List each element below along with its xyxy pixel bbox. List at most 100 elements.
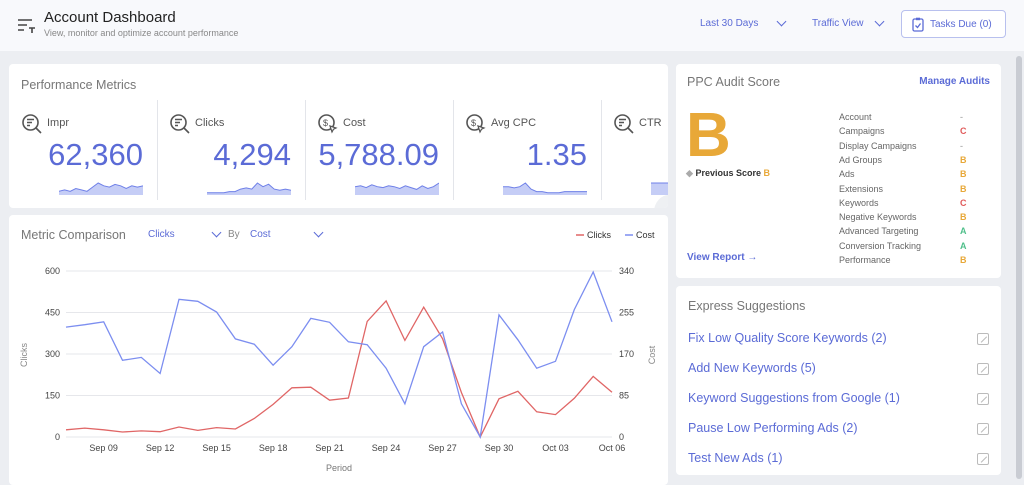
- audit-category: Performance: [839, 255, 891, 265]
- menu-filter-icon[interactable]: [17, 17, 35, 33]
- audit-row[interactable]: Conversion Tracking A: [839, 241, 989, 251]
- x-tick-label: Sep 27: [428, 443, 457, 453]
- audit-category: Advanced Targeting: [839, 226, 919, 237]
- audit-category: Negative Keywords: [839, 212, 917, 223]
- by-metric-dropdown[interactable]: Cost: [250, 229, 271, 240]
- x-tick-label: Oct 03: [542, 443, 569, 453]
- metric-value: 1.35: [526, 137, 587, 172]
- open-external-icon[interactable]: [977, 363, 989, 375]
- y-tick-label: 150: [45, 391, 60, 401]
- sparkline: [651, 182, 668, 195]
- open-external-icon[interactable]: [977, 393, 989, 405]
- suggestion-link[interactable]: Test New Ads (1): [688, 451, 783, 465]
- metric-label: Impr: [47, 117, 69, 129]
- metric-tile[interactable]: $ Cost 5,788.09: [305, 99, 453, 201]
- card-title: Metric Comparison: [21, 228, 126, 242]
- tasks-due-button[interactable]: Tasks Due (0): [901, 10, 1006, 38]
- previous-score: ◆ Previous Score B: [686, 168, 770, 179]
- audit-row[interactable]: Extensions B: [839, 184, 989, 194]
- metric-dropdown[interactable]: Clicks: [148, 229, 175, 240]
- divider: [601, 100, 602, 200]
- audit-row[interactable]: Performance B: [839, 255, 989, 265]
- audit-grade: A: [960, 226, 967, 237]
- suggestion-link[interactable]: Keyword Suggestions from Google (1): [688, 391, 900, 405]
- metric-value: 62,360: [48, 137, 143, 172]
- series-line-clicks: [65, 299, 613, 439]
- suggestion-link[interactable]: Fix Low Quality Score Keywords (2): [688, 331, 887, 345]
- audit-grade: C: [960, 197, 967, 208]
- performance-metrics-card: Performance Metrics Impr 62,360 Clicks 4…: [9, 64, 668, 208]
- card-title: Performance Metrics: [21, 78, 137, 92]
- audit-row[interactable]: Campaigns C: [839, 126, 989, 136]
- x-tick-label: Sep 30: [485, 443, 514, 453]
- audit-row[interactable]: Display Campaigns -: [839, 141, 989, 151]
- view-report-link[interactable]: View Report →: [687, 252, 758, 263]
- metric-tile[interactable]: Impr 62,360: [9, 99, 157, 201]
- search-list-icon: [170, 114, 190, 134]
- svg-text:$: $: [323, 118, 328, 128]
- metric-tile[interactable]: Clicks 4,294: [157, 99, 305, 201]
- y2-axis-label: Cost: [647, 345, 657, 364]
- audit-grade: A: [960, 240, 967, 251]
- audit-row[interactable]: Keywords C: [839, 198, 989, 208]
- audit-row[interactable]: Advanced Targeting A: [839, 226, 989, 236]
- open-external-icon[interactable]: [977, 453, 989, 465]
- chevron-down-icon[interactable]: [776, 16, 787, 27]
- y2-tick-label: 340: [619, 266, 634, 276]
- audit-category: Campaigns: [839, 126, 885, 137]
- svg-text:$: $: [471, 118, 476, 128]
- manage-audits-link[interactable]: Manage Audits: [919, 76, 990, 87]
- audit-category: Keywords: [839, 197, 879, 208]
- dollar-cursor-icon: $: [318, 114, 338, 134]
- metric-value: 4,294: [213, 137, 291, 172]
- by-label: By: [228, 229, 240, 240]
- audit-category: Ad Groups: [839, 154, 883, 165]
- ppc-audit-card: PPC Audit Score Manage Audits B ◆ Previo…: [676, 64, 1001, 278]
- express-suggestions-card: Express Suggestions Fix Low Quality Scor…: [676, 286, 1001, 475]
- audit-row[interactable]: Account -: [839, 112, 989, 122]
- open-external-icon[interactable]: [977, 333, 989, 345]
- audit-grade: -: [960, 140, 963, 151]
- view-dropdown[interactable]: Traffic View: [812, 18, 864, 29]
- audit-row[interactable]: Ads B: [839, 169, 989, 179]
- x-tick-label: Sep 09: [89, 443, 118, 453]
- y-tick-label: 300: [45, 349, 60, 359]
- card-title: PPC Audit Score: [687, 75, 781, 89]
- header: Account Dashboard View, monitor and opti…: [0, 0, 1024, 51]
- metric-tile[interactable]: CTR: [601, 99, 668, 201]
- metric-comparison-chart: 0 0 150 85 300 170 450 255 600 340 Sep 09 Sep 12 Sep…: [19, 230, 657, 473]
- scrollbar[interactable]: [1016, 56, 1022, 479]
- date-range-dropdown[interactable]: Last 30 Days: [700, 18, 759, 29]
- y-tick-label: 0: [55, 432, 60, 442]
- audit-row[interactable]: Ad Groups B: [839, 155, 989, 165]
- suggestion-link[interactable]: Pause Low Performing Ads (2): [688, 421, 858, 435]
- diamond-icon: ◆: [686, 168, 693, 178]
- y-tick-label: 600: [45, 266, 60, 276]
- suggestion-link[interactable]: Add New Keywords (5): [688, 361, 816, 375]
- x-axis-label: Period: [326, 463, 352, 473]
- audit-category: Ads: [839, 169, 855, 180]
- y-tick-label: 450: [45, 308, 60, 318]
- audit-grade: -: [960, 112, 963, 122]
- x-tick-label: Sep 21: [315, 443, 344, 453]
- sparkline: [207, 182, 291, 195]
- audit-grade: B: [960, 183, 967, 194]
- audit-grade: C: [960, 126, 967, 137]
- tasks-due-label: Tasks Due (0): [930, 18, 992, 30]
- metric-comparison-card: Metric Comparison Clicks By Cost 0 0 150 85…: [9, 215, 668, 485]
- legend-label: Clicks: [587, 230, 611, 240]
- metric-value: 5,788.09: [318, 137, 439, 172]
- audit-row[interactable]: Negative Keywords B: [839, 212, 989, 222]
- y2-tick-label: 255: [619, 308, 634, 318]
- open-external-icon[interactable]: [977, 423, 989, 435]
- y2-tick-label: 85: [619, 391, 629, 401]
- page-subtitle: View, monitor and optimize account perfo…: [44, 28, 239, 38]
- chevron-down-icon[interactable]: [874, 16, 885, 27]
- divider: [157, 100, 158, 200]
- metric-tile[interactable]: $ Avg CPC 1.35: [453, 99, 601, 201]
- audit-category: Account: [839, 112, 872, 122]
- dollar-cursor-icon: $: [466, 114, 486, 134]
- previous-score-label: Previous Score: [695, 168, 761, 178]
- previous-score-grade: B: [763, 168, 770, 178]
- x-tick-label: Oct 06: [599, 443, 626, 453]
